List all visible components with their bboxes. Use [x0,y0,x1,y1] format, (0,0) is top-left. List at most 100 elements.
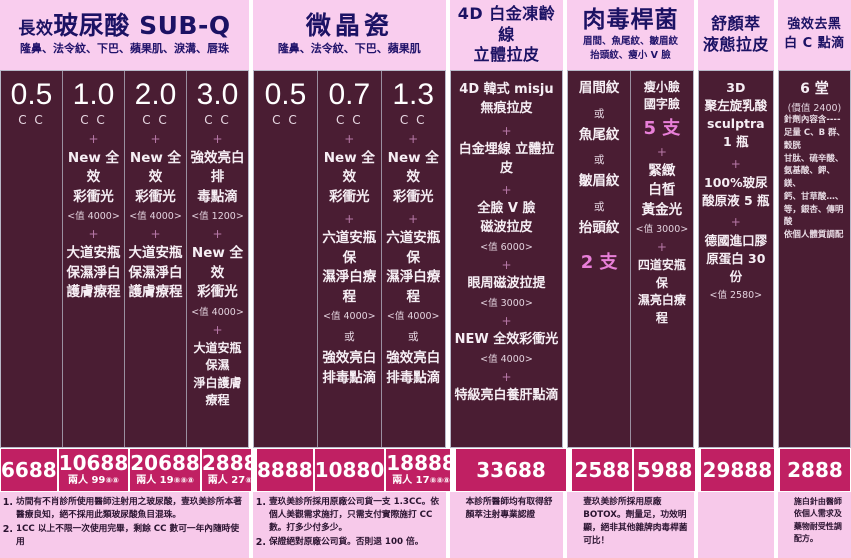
header-sub-q: 長效玻尿酸 SUB-Q 隆鼻、法令紋、下巴、蘋果肌、淚溝、唇珠 [0,0,249,70]
treatment-val: <值 4000> [67,211,120,223]
footnote-number: 2. [255,537,266,549]
treatment-val: <值 3000> [480,297,533,309]
footnote-text: 坊間有不肖診所使用醫師注射用之玻尿酸，壹玖美診所本著醫療良知，絕不採用此類玻尿酸… [16,497,242,521]
price-promo-suffix: ⑧⑧ [105,476,119,486]
dose-value: 0.5 [264,78,307,111]
treatment-plus: + [212,322,223,337]
treatment-line: New 全效 [323,149,375,186]
treatment-tiny: 鈣、甘草酸…、 [783,191,844,202]
treatment-line: 6 堂 [800,81,829,97]
treatment-line: New 全效 [129,149,182,186]
footnote-number: 1. [2,497,13,508]
treatment-plus: + [344,131,355,146]
footnote-text: 1CC 以上不限一次使用完畢，剩餘 CC 數可一年內隨時使用 [16,524,240,548]
price-group-sculptra: 29888 [699,448,775,492]
treatment-plus: + [656,240,667,255]
treatment-line: 酸原液 5 瓶 [702,192,770,208]
treatment-tiny: 足量 C、B 群、穀胱 [783,128,846,151]
treatment-line: 4D 韓式 misju [459,82,554,97]
treatment-line: 強效亮白 [322,350,377,367]
price-value: 2588 [574,457,631,482]
dose-unit: C C [204,112,231,127]
price-cell: 10880 [315,449,387,491]
treatment-line: 眉間紋 [578,80,620,96]
footnote-item: 2. 1CC 以上不限一次使用完畢，剩餘 CC 數可一年內隨時使用 [2,523,245,549]
treatment-line: 六道安瓶保 [322,230,377,266]
dose-unit: C C [336,112,363,127]
footnote-number: 1. [255,497,266,508]
treatment-line: 磁波拉皮 [480,220,533,236]
price-value: 29888 [702,457,773,482]
footnote-item: 施白針由醫師依個人需求及藥物耐受性調配方。 [780,496,847,546]
treatment-cell: 0.7 C C + New 全效 彩衝光 + 六道安瓶保 濕淨白療程 <值 4000> 或強效亮白… [318,71,382,447]
price-group-botox: 2588 5988 [571,448,696,492]
treatment-val: <值 4000> [386,311,440,323]
treatment-plus: + [656,144,667,159]
treatment-small: 四道安瓶保 [637,258,686,290]
treatment-cell: 眉間紋或魚尾紋或皺眉紋或抬頭紋 2 支 [568,71,632,447]
treatment-tiny: 氨基酸、鉀、鎂、 [783,166,835,190]
treatment-spacer [570,238,628,248]
price-promo: 兩人 17⑧⑧⑧ [392,476,450,487]
treatment-line: 原蛋白 30 份 [706,250,766,284]
price-cell: 2888 [780,449,850,491]
header-botox: 肉毒桿菌 眉間、魚尾紋、皺眉紋 抬頭紋、瘦小 V 臉 [567,0,694,70]
treatment-line: 100%玻尿 [704,174,768,190]
price-value: 28888 [201,451,272,476]
footnote-item: 1. 壹玖美診所採用原廠公司貨一支 1.3CC。依個人美觀需求施打，只需支付實際施… [255,496,442,535]
treatment-small: 大道安瓶保濕 [193,340,242,373]
price-cell: 6688 [1,449,59,491]
header-radiesse-subtitle: 隆鼻、法令紋、下巴、蘋果肌 [277,42,421,56]
header-4d-lift: 4D 白金凍齡線 立體拉皮 [449,0,564,70]
footnote-group-sub-q: 1. 坊間有不肖診所使用醫師注射用之玻尿酸，壹玖美診所本著醫療良知，絕不採用此類玻… [0,492,249,558]
treatment-plus: + [501,258,512,273]
treatment-line: 無痕拉皮 [480,100,533,116]
treatment-plus: + [408,212,419,227]
price-value: 33688 [476,457,546,482]
treatment-tiny: 等，銀杏、傳明酸 [783,204,844,228]
treatment-plus: + [501,123,512,138]
treatment-line: New 全效 [191,245,244,281]
treatment-line: 六道安瓶保 [386,230,441,266]
header-white-c-title: 強效去黑 白 C 點滴 [784,17,845,51]
treatment-val: <值 1200> [191,211,244,223]
price-value: 5988 [636,457,693,482]
header-radiesse: 微晶瓷 隆鼻、法令紋、下巴、蘋果肌 [252,0,446,70]
treatment-cell: 1.0 C C + New 全效 彩衝光 <值 4000> + 大道安瓶 保濕淨白 護膚療程 [63,71,125,447]
treatment-line: 護膚療程 [128,284,183,301]
content-group-radiesse: 0.5 C C 0.7 C C + New 全效 彩衝光 + 六道安瓶保 濕淨白療程 <值 4000… [252,70,446,448]
treatment-cell: 2.0 C C + New 全效 彩衝光 <值 4000> + 大道安瓶 保濕淨白 護膚療程 [125,71,187,447]
dose-value: 1.3 [392,78,435,111]
price-promo-suffix: ⑧⑧⑧ [245,476,265,485]
treatment-line: 緊緻 [648,162,676,179]
header-4d-lift-title: 4D 白金凍齡線 立體拉皮 [457,3,556,65]
treatment-pink: 2 支 [580,252,618,274]
dose-unit: C C [80,112,107,127]
price-promo-suffix: ⑧⑧⑧ [429,476,450,486]
price-value: 8888 [257,457,313,482]
footnote-group-white-c: 施白針由醫師依個人需求及藥物耐受性調配方。 [777,492,851,558]
treatment-line: 眼周磁波拉提 [467,276,546,292]
treatment-line: 彩衝光 [135,188,176,205]
treatment-pink: 5 支 [643,117,681,139]
treatment-line: 抬頭紋 [578,219,620,236]
dose-unit: C C [399,112,427,127]
footnote-group-sculptra [697,492,774,558]
treatment-line: 白金埋線 立體拉皮 [458,141,555,176]
price-promo: 兩人 19⑧⑧⑧ [136,476,194,487]
price-promo-text: 兩人 99 [67,475,106,487]
footnote-text: 壹玖美診所採用原廠公司貨一支 1.3CC。依個人美觀需求施打，只需支付實際施打 … [268,497,440,534]
treatment-val: <值 4000> [480,353,533,365]
treatment-line: New 全效 [67,149,120,186]
treatment-line: 魚尾紋 [578,126,620,143]
treatment-cell: 0.5 C C [1,71,63,447]
treatment-val: <值 4000> [191,306,244,318]
footnote-item: 1. 坊間有不肖診所使用醫師注射用之玻尿酸，壹玖美診所本著醫療良知，絕不採用此類玻… [2,496,245,522]
footnote-number [569,496,580,548]
treatment-line: 德國進口膠 [704,232,768,248]
treatment-or: 或 [407,331,419,344]
